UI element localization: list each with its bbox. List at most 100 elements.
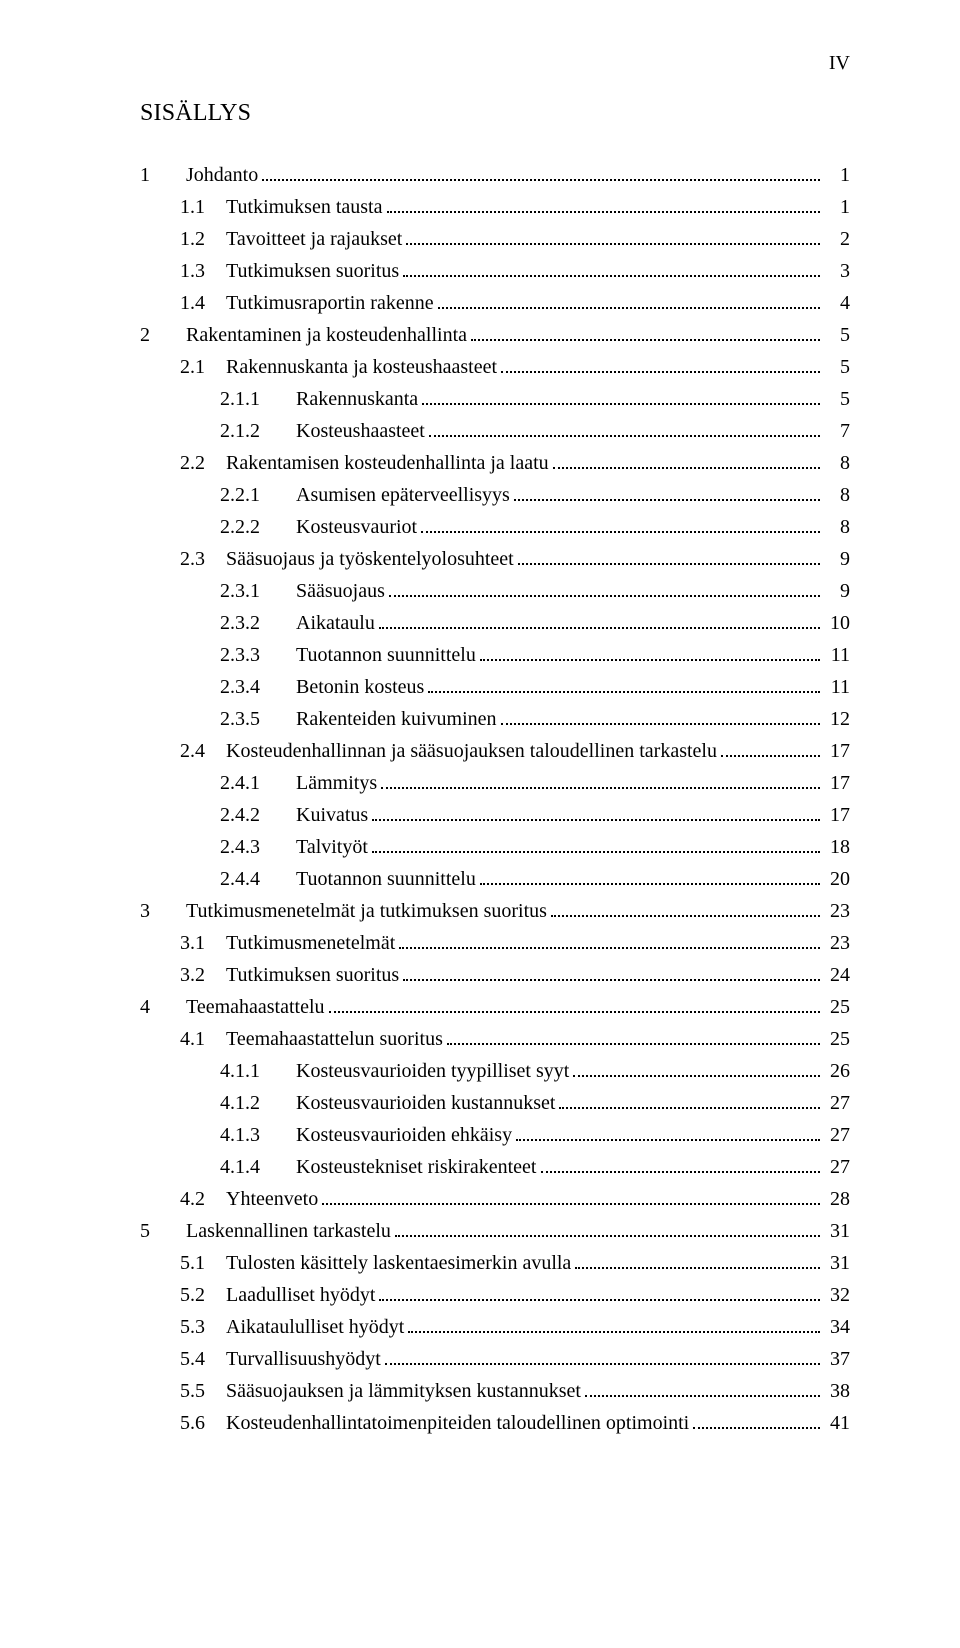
- toc-entry-title: Kosteusvaurioiden kustannukset: [296, 1087, 555, 1119]
- toc-entry-page: 25: [824, 991, 850, 1023]
- toc-entry-page: 3: [824, 255, 850, 287]
- toc-entry-page: 8: [824, 479, 850, 511]
- toc-entry: 2.2.2Kosteusvauriot8: [140, 511, 850, 543]
- toc-entry-page: 31: [824, 1247, 850, 1279]
- toc-leader-dots: [406, 225, 820, 245]
- toc-entry: 5.5Sääsuojauksen ja lämmityksen kustannu…: [140, 1375, 850, 1407]
- toc-entry-title: Laadulliset hyödyt: [226, 1279, 375, 1311]
- toc-entry-title: Yhteenveto: [226, 1183, 318, 1215]
- toc-entry: 2.4.2Kuivatus17: [140, 799, 850, 831]
- toc-entry-page: 11: [824, 671, 850, 703]
- toc-entry-page: 4: [824, 287, 850, 319]
- toc-leader-dots: [387, 193, 821, 213]
- toc-entry: 2.2Rakentamisen kosteudenhallinta ja laa…: [140, 447, 850, 479]
- toc-entry-number: 2.1.1: [220, 383, 296, 415]
- toc-leader-dots: [447, 1025, 820, 1045]
- toc-entry-page: 5: [824, 319, 850, 351]
- toc-leader-dots: [372, 801, 820, 821]
- toc-entry: 4.1.4Kosteustekniset riskirakenteet27: [140, 1151, 850, 1183]
- toc-entry: 5.6Kosteudenhallintatoimenpiteiden talou…: [140, 1407, 850, 1439]
- toc-entry-page: 28: [824, 1183, 850, 1215]
- toc-entry-page: 17: [824, 735, 850, 767]
- toc-entry-number: 3: [140, 895, 186, 927]
- toc-entry-page: 11: [824, 639, 850, 671]
- toc-entry-title: Kosteusvauriot: [296, 511, 417, 543]
- document-page: IV SISÄLLYS 1Johdanto11.1Tutkimuksen tau…: [0, 0, 960, 1648]
- toc-entry-title: Kosteudenhallintatoimenpiteiden taloudel…: [226, 1407, 689, 1439]
- toc-entry-page: 32: [824, 1279, 850, 1311]
- toc-entry-page: 1: [824, 159, 850, 191]
- toc-leader-dots: [379, 609, 820, 629]
- toc-leader-dots: [403, 257, 820, 277]
- toc-entry-number: 4.1.3: [220, 1119, 296, 1151]
- toc-entry: 2.3.5Rakenteiden kuivuminen12: [140, 703, 850, 735]
- toc-entry-title: Aikataululliset hyödyt: [226, 1311, 404, 1343]
- toc-entry: 4.1.2Kosteusvaurioiden kustannukset27: [140, 1087, 850, 1119]
- toc-leader-dots: [322, 1185, 820, 1205]
- toc-entry-title: Kuivatus: [296, 799, 368, 831]
- toc-entry-title: Betonin kosteus: [296, 671, 424, 703]
- toc-entry: 4.2Yhteenveto28: [140, 1183, 850, 1215]
- toc-leader-dots: [428, 673, 820, 693]
- toc-entry: 2.3.1Sääsuojaus9: [140, 575, 850, 607]
- toc-entry-page: 5: [824, 383, 850, 415]
- toc-entry-page: 2: [824, 223, 850, 255]
- toc-entry: 2.4Kosteudenhallinnan ja sääsuojauksen t…: [140, 735, 850, 767]
- toc-entry-page: 9: [824, 575, 850, 607]
- toc-entry-number: 1.1: [180, 191, 226, 223]
- toc-entry-page: 41: [824, 1407, 850, 1439]
- toc-entry-page: 38: [824, 1375, 850, 1407]
- toc-entry-title: Tutkimusraportin rakenne: [226, 287, 434, 319]
- toc-entry-title: Tuotannon suunnittelu: [296, 639, 476, 671]
- toc-entry-page: 20: [824, 863, 850, 895]
- toc-entry-number: 2.3.2: [220, 607, 296, 639]
- toc-entry-number: 4: [140, 991, 186, 1023]
- table-of-contents: 1Johdanto11.1Tutkimuksen tausta11.2Tavoi…: [140, 159, 850, 1439]
- toc-entry-page: 27: [824, 1087, 850, 1119]
- toc-entry-number: 2.3.4: [220, 671, 296, 703]
- toc-entry-title: Sääsuojaus ja työskentelyolosuhteet: [226, 543, 514, 575]
- toc-entry: 5Laskennallinen tarkastelu31: [140, 1215, 850, 1247]
- toc-leader-dots: [329, 993, 820, 1013]
- toc-leader-dots: [518, 545, 820, 565]
- toc-entry-title: Teemahaastattelun suoritus: [226, 1023, 443, 1055]
- toc-entry: 2.3Sääsuojaus ja työskentelyolosuhteet9: [140, 543, 850, 575]
- toc-leader-dots: [395, 1217, 820, 1237]
- toc-entry: 3.2Tutkimuksen suoritus24: [140, 959, 850, 991]
- toc-entry-number: 2.4: [180, 735, 226, 767]
- toc-leader-dots: [501, 705, 820, 725]
- toc-leader-dots: [551, 897, 820, 917]
- toc-entry-title: Tuotannon suunnittelu: [296, 863, 476, 895]
- toc-entry-number: 1.3: [180, 255, 226, 287]
- toc-entry-number: 3.1: [180, 927, 226, 959]
- toc-entry-title: Tutkimuksen suoritus: [226, 959, 399, 991]
- toc-entry-title: Tutkimusmenetelmät ja tutkimuksen suorit…: [186, 895, 547, 927]
- toc-entry-number: 2.3: [180, 543, 226, 575]
- toc-leader-dots: [480, 865, 820, 885]
- toc-entry-title: Kosteusvaurioiden ehkäisy: [296, 1119, 512, 1151]
- toc-entry-number: 2.3.5: [220, 703, 296, 735]
- toc-entry: 5.2Laadulliset hyödyt32: [140, 1279, 850, 1311]
- toc-entry-number: 4.1.4: [220, 1151, 296, 1183]
- toc-entry-title: Tutkimusmenetelmät: [226, 927, 395, 959]
- toc-leader-dots: [559, 1089, 820, 1109]
- toc-leader-dots: [721, 737, 820, 757]
- toc-entry: 3.1Tutkimusmenetelmät23: [140, 927, 850, 959]
- toc-leader-dots: [471, 321, 820, 341]
- toc-entry-number: 2.4.2: [220, 799, 296, 831]
- toc-leader-dots: [421, 513, 820, 533]
- toc-entry-title: Kosteudenhallinnan ja sääsuojauksen talo…: [226, 735, 717, 767]
- toc-entry-title: Kosteustekniset riskirakenteet: [296, 1151, 537, 1183]
- toc-leader-dots: [429, 417, 820, 437]
- toc-entry-title: Rakenteiden kuivuminen: [296, 703, 497, 735]
- toc-entry-title: Lämmitys: [296, 767, 377, 799]
- toc-entry-title: Rakennuskanta ja kosteushaasteet: [226, 351, 497, 383]
- toc-entry: 2.4.3Talvityöt18: [140, 831, 850, 863]
- toc-entry: 1.3Tutkimuksen suoritus3: [140, 255, 850, 287]
- toc-entry-title: Tutkimuksen tausta: [226, 191, 383, 223]
- toc-entry-number: 2.4.1: [220, 767, 296, 799]
- toc-entry-page: 18: [824, 831, 850, 863]
- toc-entry: 2.2.1Asumisen epäterveellisyys8: [140, 479, 850, 511]
- toc-leader-dots: [501, 353, 820, 373]
- toc-leader-dots: [403, 961, 820, 981]
